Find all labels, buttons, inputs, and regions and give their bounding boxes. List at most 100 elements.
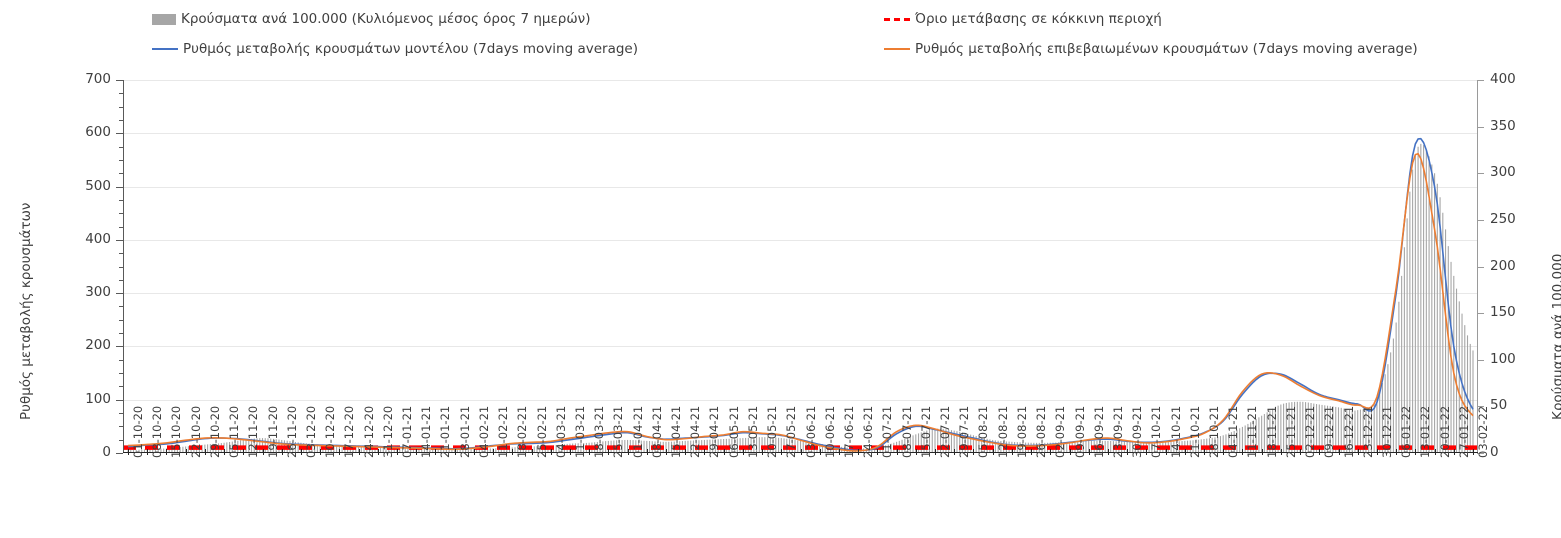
x-tickmark (1415, 449, 1417, 455)
right-tick-label: 200 (1490, 257, 1516, 274)
gridline (123, 346, 1478, 348)
x-tick-label: 03-06-21 (803, 405, 818, 458)
legend-label-confirmed-rate: Ρυθμός μεταβολής επιβεβαιωμένων κρουσμάτ… (915, 41, 1418, 57)
x-tick-label: 26-11-20 (284, 405, 299, 458)
left-minor-tickmark (119, 159, 123, 161)
right-tick-label: 150 (1490, 304, 1516, 321)
bar-swatch-icon (152, 13, 176, 25)
x-tick-label: 08-04-21 (649, 405, 664, 458)
x-tick-label: 16-12-21 (1341, 405, 1356, 458)
x-tickmark (627, 449, 629, 455)
x-tick-label: 22-04-21 (688, 405, 703, 458)
gridline (123, 399, 1478, 401)
left-tickmark (116, 399, 123, 401)
x-tick-label: 10-06-21 (822, 405, 837, 458)
x-tick-label: 24-06-21 (861, 405, 876, 458)
x-tick-label: 20-01-22 (1437, 405, 1452, 458)
x-tick-label: 14-10-21 (1168, 405, 1183, 458)
x-tickmark (1434, 449, 1436, 455)
x-tickmark (896, 449, 898, 455)
left-minor-tickmark (119, 359, 123, 361)
x-tick-label: 09-09-21 (1072, 405, 1087, 458)
line-swatch-orange-icon (884, 48, 910, 50)
right-tickmark (1477, 266, 1484, 268)
x-tickmark (339, 449, 341, 455)
right-tickmark (1477, 313, 1484, 315)
legend-item-threshold[interactable]: Όριο μετάβασης σε κόκκινη περιοχή (884, 12, 1162, 26)
left-tickmark (116, 239, 123, 241)
left-tickmark (116, 80, 123, 81)
x-tickmark (1107, 449, 1109, 455)
left-tick-label: 700 (85, 71, 111, 87)
x-tick-label: 27-01-22 (1456, 405, 1471, 458)
left-minor-tickmark (119, 306, 123, 308)
x-tick-label: 18-02-21 (515, 405, 530, 458)
x-tick-label: 15-04-21 (669, 405, 683, 458)
left-minor-tickmark (119, 199, 123, 201)
x-tickmark (1127, 449, 1129, 455)
x-tickmark (1300, 449, 1302, 455)
chart-legend: Κρούσματα ανά 100.000 (Κυλιόμενος μέσος … (0, 0, 1561, 62)
x-tick-label: 02-12-21 (1303, 405, 1318, 458)
x-tick-label: 11-03-21 (572, 405, 587, 458)
legend-item-confirmed-rate[interactable]: Ρυθμός μεταβολής επιβεβαιωμένων κρουσμάτ… (884, 42, 1418, 56)
x-tick-label: 29-10-20 (207, 405, 222, 458)
x-tickmark (204, 449, 206, 455)
x-tick-label: 08-07-21 (899, 405, 914, 458)
plot-background (123, 80, 1478, 453)
x-tick-label: 19-08-21 (1014, 405, 1029, 458)
left-minor-tickmark (119, 426, 123, 428)
x-tick-label: 11-02-21 (496, 405, 511, 458)
x-tickmark (320, 449, 322, 455)
x-tickmark (589, 449, 591, 455)
dashed-line-swatch-red-icon (884, 17, 910, 21)
x-tickmark (781, 449, 783, 455)
right-tick-label: 300 (1490, 164, 1516, 181)
left-tick-label: 500 (85, 177, 111, 194)
right-tick-label: 50 (1490, 397, 1508, 414)
right-tick-label: 250 (1490, 210, 1516, 227)
x-tick-label: 21-10-21 (1187, 405, 1202, 458)
x-tickmark (1319, 449, 1321, 455)
left-minor-tickmark (119, 253, 123, 255)
x-tickmark (550, 449, 552, 455)
x-tickmark (147, 449, 149, 455)
x-tickmark (666, 449, 667, 455)
x-tickmark (1280, 449, 1282, 455)
x-tickmark (1050, 449, 1052, 455)
legend-item-cases-per-100k[interactable]: Κρούσματα ανά 100.000 (Κυλιόμενος μέσος … (152, 12, 590, 26)
x-tick-label: 08-10-20 (150, 405, 165, 458)
left-tick-label: 200 (85, 337, 111, 354)
left-minor-tickmark (119, 226, 123, 228)
x-tick-label: 19-11-20 (265, 405, 280, 458)
left-tickmark (116, 346, 123, 348)
x-tick-label: 15-07-21 (918, 405, 933, 458)
left-minor-tickmark (119, 213, 123, 215)
x-tick-label: 10-12-20 (323, 405, 338, 458)
x-tickmark (166, 449, 168, 455)
x-tick-label: 01-04-21 (630, 405, 645, 458)
x-tickmark (128, 449, 129, 455)
x-tick-label: 27-05-21 (784, 405, 799, 458)
legend-item-model-rate[interactable]: Ρυθμός μεταβολής κρουσμάτων μοντέλου (7d… (152, 42, 638, 56)
x-tickmark (531, 449, 533, 455)
x-tickmark (762, 449, 764, 455)
x-tick-label: 23-12-21 (1360, 405, 1375, 458)
line-series-group (123, 80, 1478, 453)
x-tick-label: 04-03-21 (553, 405, 568, 458)
left-tickmark (116, 133, 123, 135)
left-axis-spine (123, 80, 124, 453)
x-tickmark (1261, 449, 1263, 455)
x-tick-label: 12-11-20 (246, 405, 261, 458)
x-tick-label: 25-11-21 (1283, 405, 1298, 458)
x-tickmark (1473, 449, 1474, 455)
x-tick-label: 29-04-21 (707, 405, 722, 458)
x-tickmark (473, 449, 475, 455)
gridline (123, 80, 1478, 81)
x-tickmark (992, 449, 994, 455)
left-tick-label: 100 (85, 390, 111, 407)
line-swatch-blue-icon (152, 48, 178, 50)
left-tickmark (116, 453, 123, 454)
left-minor-tickmark (119, 386, 123, 388)
x-tickmark (1223, 449, 1225, 455)
